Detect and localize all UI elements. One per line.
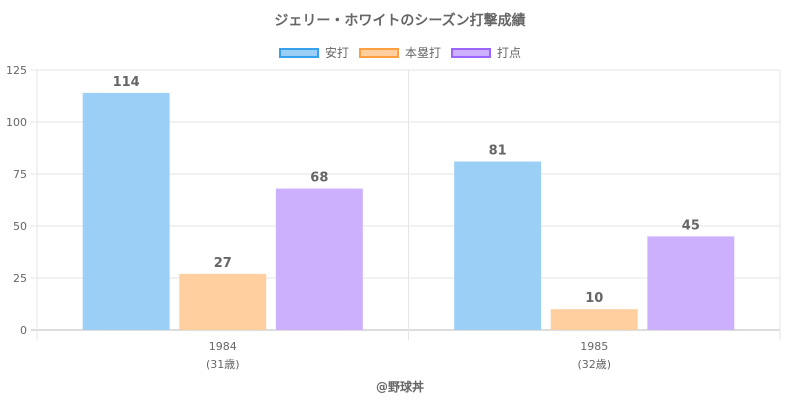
y-tick-label: 75 — [13, 168, 27, 181]
legend: 安打 本塁打 打点 — [0, 44, 800, 61]
x-tick-sublabel: (31歳) — [206, 358, 240, 371]
x-tick-sublabel: (32歳) — [577, 358, 611, 371]
y-tick-label: 100 — [6, 116, 27, 129]
legend-swatch-hits — [278, 47, 319, 58]
bar-安打-1984[interactable] — [82, 92, 170, 330]
legend-label-rbi: 打点 — [497, 46, 522, 60]
y-tick-label: 50 — [13, 220, 27, 233]
credit-label: @野球丼 — [375, 380, 424, 394]
y-tick-label: 0 — [20, 324, 27, 337]
bar-value-label: 45 — [682, 218, 700, 233]
legend-item-rbi[interactable]: 打点 — [451, 44, 521, 61]
chart-title: ジェリー・ホワイトのシーズン打撃成績 — [274, 13, 526, 29]
x-tick-label: 1985 — [580, 340, 608, 353]
legend-item-hits[interactable]: 安打 — [278, 44, 349, 61]
legend-label-home-runs: 本塁打 — [404, 46, 441, 60]
y-tick-label: 125 — [6, 64, 27, 77]
bar-value-label: 114 — [113, 75, 140, 90]
legend-label-hits: 安打 — [324, 46, 349, 60]
bar-本塁打-1984[interactable] — [179, 273, 267, 330]
bar-value-label: 68 — [310, 171, 328, 186]
bar-安打-1985[interactable] — [454, 161, 542, 330]
bar-value-label: 81 — [489, 144, 507, 159]
legend-item-home-runs[interactable]: 本塁打 — [358, 44, 441, 61]
bar-value-label: 10 — [585, 291, 603, 306]
bar-打点-1985[interactable] — [647, 236, 735, 330]
bar-本塁打-1985[interactable] — [550, 309, 638, 330]
bar-打点-1984[interactable] — [275, 188, 363, 330]
legend-swatch-home-runs — [358, 47, 399, 58]
bar-value-label: 27 — [214, 256, 232, 271]
legend-swatch-rbi — [451, 47, 491, 58]
x-tick-label: 1984 — [209, 340, 237, 353]
y-tick-label: 25 — [13, 272, 27, 285]
